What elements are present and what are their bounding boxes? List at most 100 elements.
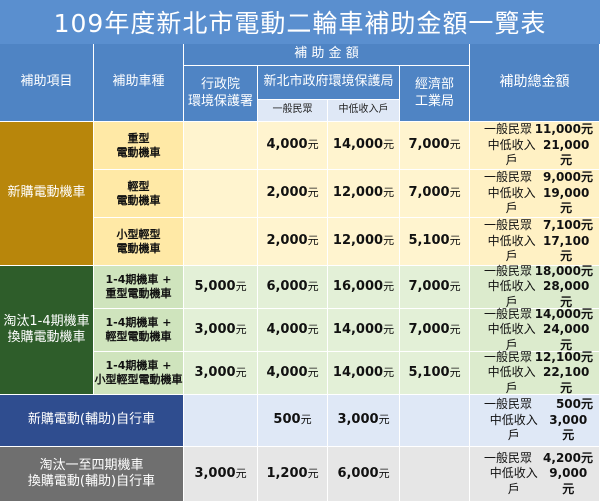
general-amount-cell: 500元 (258, 395, 328, 447)
amount-unit: 元 (307, 186, 319, 200)
amount-unit: 元 (378, 466, 390, 480)
total-low-mid-value: 19,000元 (542, 185, 590, 216)
vehicle-type-line2: 輕型電動機車 (105, 330, 172, 343)
subsidy-table: 補助項目 補助車種 補 助 金 額 行政院 環境保護署 新北市政府環境保護局 一… (0, 44, 600, 502)
total-low-mid-value: 17,100元 (542, 233, 590, 264)
vehicle-type-cell: 1-4期機車 + 重型電動機車 (94, 266, 184, 309)
total-amount-cell: 一般民眾 12,100元 中低收入戶 22,100元 (470, 349, 600, 396)
amount-unit: 元 (307, 138, 319, 152)
group-replace-motor-line2: 換購電動機車 (7, 330, 86, 345)
group-replace-motor: 淘汰1-4期機車 換購電動機車 (0, 266, 94, 395)
amount-unit: 元 (307, 365, 319, 379)
total-low-mid-label: 中低收入戶 (487, 185, 536, 216)
total-general-label: 一般民眾 (484, 218, 533, 233)
vehicle-type-line1: 小型輕型 (116, 227, 161, 241)
total-general-line: 一般民眾 18,000元 (484, 264, 593, 280)
header-low-mid: 中低收入戶 (328, 100, 400, 122)
total-general-value: 12,100元 (534, 349, 593, 364)
total-general-value: 4,200元 (543, 450, 593, 465)
total-general-line: 一般民眾 14,000元 (484, 307, 593, 323)
amount-value: 14,000元 (332, 137, 395, 153)
amount-value: 3,000元 (194, 364, 247, 380)
vehicle-type-line2: 電動機車 (116, 241, 161, 255)
header-epa-line1: 行政院 (200, 77, 240, 93)
amount-unit: 元 (307, 279, 319, 293)
amount-unit: 元 (449, 365, 461, 379)
total-general-label: 一般民眾 (484, 263, 533, 278)
vehicle-type-cell: 重型 電動機車 (94, 122, 184, 170)
low-mid-amount-cell: 6,000元 (328, 447, 400, 502)
total-general-line: 一般民眾 9,000元 (484, 170, 593, 186)
low-mid-amount-cell: 14,000元 (328, 309, 400, 352)
total-low-mid-label: 中低收入戶 (487, 233, 536, 264)
vehicle-type-line2: 電動機車 (116, 193, 161, 207)
total-general-label: 一般民眾 (484, 170, 533, 185)
amount-unit: 元 (235, 279, 247, 293)
amount-value: 3,000元 (194, 465, 247, 481)
low-mid-amount-cell: 12,000元 (328, 218, 400, 266)
total-low-mid-label: 中低收入戶 (487, 365, 536, 395)
amount-value: 6,000元 (337, 465, 390, 481)
amount-value: 6,000元 (266, 278, 319, 294)
vehicle-type-line1: 重型 (127, 131, 150, 145)
vehicle-type-line1: 輕型 (127, 179, 150, 193)
amount-value: 12,000元 (332, 233, 395, 249)
moea-amount-cell: 7,000元 (400, 309, 470, 352)
amount-unit: 元 (449, 234, 461, 248)
total-low-mid-line: 中低收入戶 19,000元 (484, 186, 593, 217)
amount-value: 14,000元 (332, 321, 395, 337)
group-new-bike-label: 新購電動(輔助)自行車 (27, 412, 156, 428)
amount-unit: 元 (383, 234, 395, 248)
total-low-mid-value: 21,000元 (542, 137, 590, 168)
amount-value: 16,000元 (332, 278, 395, 294)
epa-amount-cell: 3,000元 (184, 309, 258, 352)
total-general-value: 14,000元 (534, 306, 593, 321)
total-general-value: 18,000元 (534, 263, 593, 278)
moea-amount-cell: 7,000元 (400, 122, 470, 170)
header-epa-line2: 環境保護署 (187, 93, 253, 109)
group-replace-bike: 淘汰一至四期機車 換購電動(輔助)自行車 (0, 447, 184, 502)
low-mid-amount-cell: 3,000元 (328, 395, 400, 447)
total-low-mid-line: 中低收入戶 28,000元 (484, 279, 593, 310)
moea-amount-cell: 7,000元 (400, 266, 470, 309)
epa-amount-cell: 5,000元 (184, 266, 258, 309)
total-low-mid-label: 中低收入戶 (489, 466, 538, 496)
amount-unit: 元 (383, 279, 395, 293)
moea-amount-cell: 5,100元 (400, 352, 470, 395)
group-replace-bike-line2: 換購電動(輔助)自行車 (27, 474, 156, 489)
total-low-mid-line: 中低收入戶 9,000元 (484, 466, 593, 497)
amount-unit: 元 (383, 322, 395, 336)
total-general-label: 一般民眾 (484, 450, 533, 465)
amount-value: 2,000元 (266, 185, 319, 201)
moea-amount-cell (400, 395, 470, 447)
header-subsidy-amount: 補 助 金 額 (184, 44, 470, 66)
amount-value: 500元 (273, 412, 312, 428)
epa-amount-cell (184, 122, 258, 170)
group-replace-bike-line1: 淘汰一至四期機車 (39, 457, 144, 473)
general-amount-cell: 4,000元 (258, 122, 328, 170)
page-title: 109年度新北市電動二輪車補助金額一覽表 (0, 0, 600, 44)
total-low-mid-line: 中低收入戶 17,100元 (484, 234, 593, 265)
amount-value: 4,000元 (266, 321, 319, 337)
low-mid-amount-cell: 14,000元 (328, 122, 400, 170)
general-amount-cell: 2,000元 (258, 170, 328, 218)
general-amount-cell: 1,200元 (258, 447, 328, 502)
low-mid-amount-cell: 14,000元 (328, 352, 400, 395)
amount-value: 7,000元 (408, 185, 461, 201)
moea-amount-cell: 7,000元 (400, 170, 470, 218)
low-mid-amount-cell: 12,000元 (328, 170, 400, 218)
header-total: 補助總金額 (470, 44, 600, 122)
vehicle-type-line2: 小型輕型電動機車 (94, 373, 183, 386)
total-low-mid-line: 中低收入戶 21,000元 (484, 138, 593, 169)
header-general: 一般民眾 (258, 100, 328, 122)
amount-unit: 元 (300, 413, 312, 427)
vehicle-type-line2: 重型電動機車 (105, 287, 172, 300)
amount-value: 7,000元 (408, 278, 461, 294)
low-mid-amount-cell: 16,000元 (328, 266, 400, 309)
total-general-line: 一般民眾 500元 (484, 397, 593, 413)
total-low-mid-line: 中低收入戶 3,000元 (484, 413, 593, 444)
total-low-mid-line: 中低收入戶 22,100元 (484, 365, 593, 396)
amount-value: 7,000元 (408, 321, 461, 337)
amount-unit: 元 (235, 322, 247, 336)
amount-value: 3,000元 (194, 321, 247, 337)
